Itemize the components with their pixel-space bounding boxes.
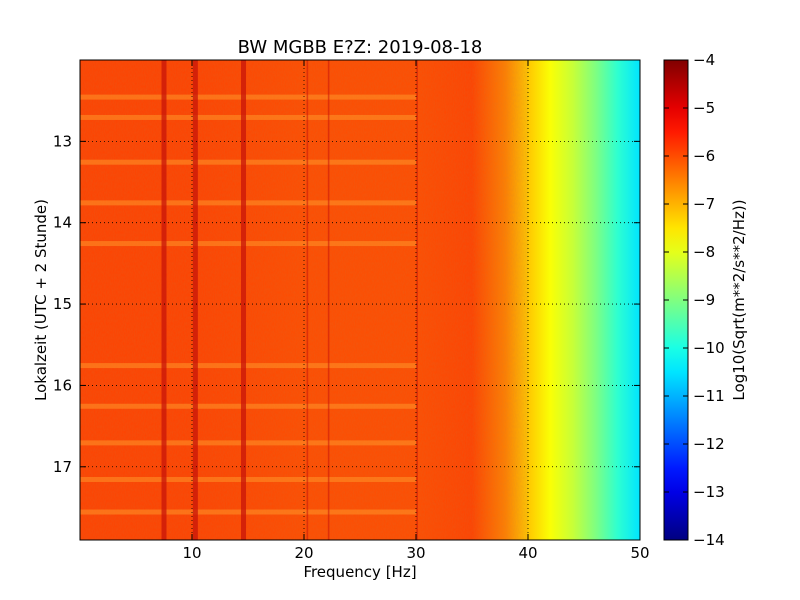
horizontal-band [80, 241, 416, 247]
colorbar: −4 −5 −6 −7 −8 −9 −10 −11 −12 −13 −14 [663, 51, 725, 549]
y-tick-label: 15 [53, 295, 72, 313]
colorbar-tick-label: −11 [693, 387, 725, 405]
plot-frame [79, 59, 641, 541]
horizontal-band [80, 403, 416, 409]
colorbar-tick-label: −8 [693, 243, 715, 261]
vertical-line [241, 60, 247, 540]
horizontal-band [80, 363, 416, 369]
horizontal-band [80, 94, 416, 100]
horizontal-band [80, 200, 416, 206]
x-axis-label: Frequency [Hz] [303, 563, 416, 581]
horizontal-band [80, 509, 416, 515]
vertical-line [327, 60, 330, 540]
colorbar-ticks: −4 −5 −6 −7 −8 −9 −10 −11 −12 −13 −14 [664, 51, 725, 549]
x-axis: 10 20 30 40 50 [182, 60, 650, 562]
x-tick-label: 40 [518, 544, 537, 562]
colorbar-label: Log10(Sqrt(m**2/s**2/Hz)) [730, 199, 748, 400]
colorbar-tick-label: −12 [693, 435, 725, 453]
x-tick-label: 10 [182, 544, 201, 562]
colorbar-tick-label: −7 [693, 195, 715, 213]
colorbar-tick-label: −13 [693, 483, 725, 501]
vertical-line [416, 60, 418, 540]
y-tick-label: 16 [53, 376, 72, 394]
colorbar-tick-label: −4 [693, 51, 715, 69]
plot-area [79, 59, 641, 541]
vertical-line [306, 60, 309, 540]
x-tick-label: 30 [406, 544, 425, 562]
horizontal-band [80, 440, 416, 446]
colorbar-tick-label: −10 [693, 339, 725, 357]
y-tick-label: 17 [53, 458, 72, 476]
colorbar-tick-label: −14 [693, 531, 725, 549]
horizontal-bands [80, 94, 416, 515]
colorbar-tick-label: −6 [693, 147, 715, 165]
grid [80, 60, 640, 540]
vertical-line [161, 60, 167, 540]
horizontal-band [80, 476, 416, 482]
colorbar-tick-label: −9 [693, 291, 715, 309]
vertical-line [192, 60, 198, 540]
horizontal-band [80, 159, 416, 165]
x-tick-label: 20 [294, 544, 313, 562]
chart-title: BW MGBB E?Z: 2019-08-18 [238, 37, 483, 58]
x-tick-label: 50 [630, 544, 649, 562]
y-tick-label: 14 [53, 214, 72, 232]
vertical-lines [161, 60, 418, 540]
y-tick-label: 13 [53, 132, 72, 150]
y-axis: 13 14 15 16 17 [53, 132, 640, 476]
horizontal-band [80, 114, 416, 120]
y-axis-label: Lokalzeit (UTC + 2 Stunde) [32, 199, 50, 401]
colorbar-tick-label: −5 [693, 99, 715, 117]
